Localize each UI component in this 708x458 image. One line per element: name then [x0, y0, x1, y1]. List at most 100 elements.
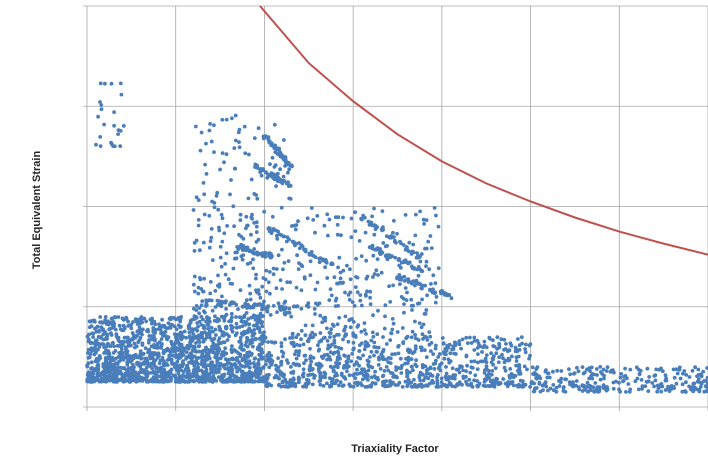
data-point [353, 376, 358, 380]
data-point [187, 353, 192, 358]
data-point [342, 353, 346, 358]
data-point [375, 257, 380, 261]
data-point [650, 381, 655, 385]
data-point [488, 379, 493, 384]
data-point [348, 290, 353, 295]
data-point [188, 320, 193, 325]
data-point [155, 341, 160, 346]
data-point [216, 350, 220, 354]
data-point [287, 306, 292, 311]
data-point [176, 323, 181, 328]
data-point [457, 370, 462, 375]
data-point [119, 92, 124, 97]
data-point [257, 352, 262, 357]
data-point [412, 267, 417, 271]
data-point [271, 304, 276, 308]
data-point [315, 214, 320, 218]
data-point [571, 384, 575, 389]
data-point [219, 264, 224, 269]
data-point [329, 293, 334, 298]
data-point [95, 372, 100, 377]
data-point [382, 369, 387, 373]
data-point [272, 143, 277, 148]
data-point [112, 123, 116, 128]
data-point [373, 381, 378, 386]
data-point [178, 319, 183, 324]
data-point [472, 339, 477, 343]
data-point [450, 376, 454, 381]
data-point [572, 371, 576, 376]
data-point [233, 333, 238, 338]
data-point [413, 233, 418, 238]
data-point [449, 296, 454, 301]
data-point [112, 376, 116, 381]
data-point [222, 160, 226, 165]
data-point [153, 331, 158, 335]
data-point [612, 370, 616, 375]
data-point [220, 117, 225, 122]
data-point [220, 379, 225, 383]
data-point [234, 366, 239, 370]
data-point [260, 284, 265, 289]
data-point [147, 338, 151, 342]
data-point [90, 366, 95, 370]
data-point [108, 344, 113, 349]
data-point [368, 302, 373, 307]
data-point [593, 381, 598, 385]
data-point [219, 352, 224, 357]
data-point [94, 329, 99, 334]
data-point [353, 210, 357, 215]
data-point [268, 313, 273, 317]
data-point [469, 381, 474, 386]
data-point [332, 275, 337, 280]
data-point [187, 374, 192, 379]
data-point [391, 380, 395, 385]
data-point [705, 366, 708, 370]
data-point [328, 357, 333, 362]
data-point [275, 237, 280, 241]
data-point [392, 239, 397, 244]
data-point [480, 350, 484, 354]
data-point [98, 356, 103, 360]
data-point [633, 379, 638, 384]
data-point [424, 259, 429, 264]
data-point [233, 256, 237, 261]
data-point [264, 358, 269, 363]
data-point [619, 372, 624, 376]
data-point [341, 280, 345, 285]
data-point [207, 128, 212, 133]
data-point [208, 280, 213, 284]
data-point [160, 357, 165, 362]
data-point [405, 334, 410, 339]
data-point [191, 332, 196, 336]
data-point [273, 163, 278, 168]
data-point [248, 341, 253, 346]
data-point [306, 378, 311, 383]
data-point [279, 384, 284, 389]
data-point [618, 389, 622, 394]
data-point [92, 352, 97, 357]
data-point [347, 373, 352, 378]
data-point [98, 100, 102, 104]
data-point [217, 299, 221, 303]
data-point [365, 274, 370, 279]
data-point [103, 318, 107, 323]
data-point [119, 355, 124, 360]
data-point [138, 365, 143, 369]
data-point [195, 328, 200, 333]
data-point [263, 335, 268, 340]
data-point [259, 334, 264, 339]
data-point [426, 239, 431, 244]
data-point [267, 270, 272, 274]
data-point [308, 273, 313, 278]
data-point [263, 250, 268, 255]
data-point [303, 353, 308, 358]
data-point [429, 246, 434, 251]
data-point [395, 330, 400, 334]
data-point [436, 224, 441, 229]
data-point [431, 362, 436, 366]
data-point [602, 376, 606, 381]
data-point [125, 360, 130, 365]
data-point [598, 365, 603, 369]
data-point [410, 329, 415, 334]
